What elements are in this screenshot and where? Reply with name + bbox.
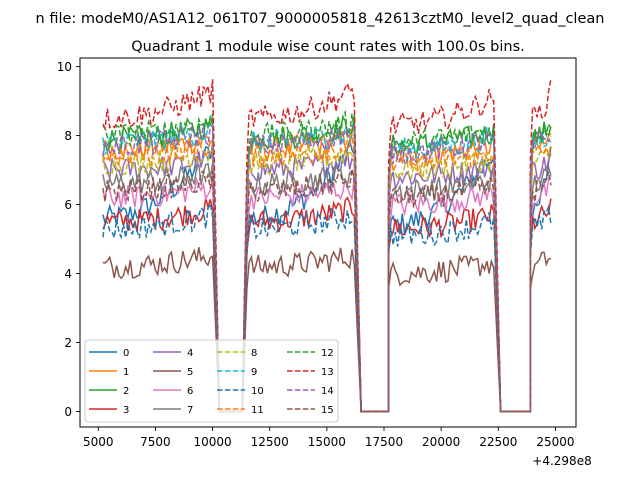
axes-frame — [79, 57, 577, 428]
x-tick-label: 25000 — [536, 435, 574, 449]
x-tick-label: 20000 — [422, 435, 460, 449]
y-axis: 0 2 4 6 8 10 — [57, 60, 80, 419]
x-tick-label: 17500 — [365, 435, 403, 449]
chart-title: Quadrant 1 module wise count rates with … — [131, 39, 525, 55]
plot-area — [102, 78, 552, 413]
y-tick-label: 4 — [64, 267, 72, 281]
x-tick-label: 22500 — [479, 435, 517, 449]
series-line-12 — [102, 109, 552, 413]
legend-label-10: 10 — [251, 386, 264, 397]
series-line-13 — [102, 78, 552, 413]
series-line-15 — [102, 168, 552, 413]
legend-label-13: 13 — [321, 367, 334, 378]
figure-suptitle: n file: modeM0/AS1A12_061T07_9000005818_… — [36, 11, 605, 27]
x-tick-label: 10000 — [193, 435, 231, 449]
y-tick-label: 6 — [64, 198, 72, 212]
series-line-9 — [102, 123, 552, 413]
x-tick-label: 5000 — [83, 435, 114, 449]
legend-label-15: 15 — [321, 405, 334, 416]
legend-label-11: 11 — [251, 405, 264, 416]
y-tick-label: 8 — [64, 129, 72, 143]
legend-label-4: 4 — [187, 348, 193, 359]
legend-label-5: 5 — [187, 367, 193, 378]
series-line-5 — [102, 247, 551, 413]
y-tick-label: 2 — [64, 336, 72, 350]
legend-label-1: 1 — [123, 367, 129, 378]
series-line-7 — [102, 162, 552, 413]
series-line-11 — [102, 133, 552, 413]
series-line-14 — [102, 123, 552, 413]
series-line-10 — [102, 201, 552, 413]
legend-label-9: 9 — [251, 367, 257, 378]
y-tick-label: 10 — [57, 60, 72, 74]
y-tick-label: 0 — [64, 405, 72, 419]
series-line-3 — [102, 196, 552, 413]
legend-label-7: 7 — [187, 405, 193, 416]
legend-label-3: 3 — [123, 405, 129, 416]
series-line-6 — [102, 175, 552, 413]
x-axis-offset-label: +4.298e8 — [532, 454, 591, 468]
x-tick-label: 12500 — [251, 435, 289, 449]
x-tick-label: 15000 — [308, 435, 346, 449]
x-tick-label: 7500 — [140, 435, 171, 449]
legend-label-14: 14 — [321, 386, 334, 397]
legend-label-2: 2 — [123, 386, 129, 397]
legend-label-12: 12 — [321, 348, 334, 359]
legend-label-6: 6 — [187, 386, 193, 397]
legend-label-8: 8 — [251, 348, 257, 359]
x-axis: 5000 7500 10000 12500 15000 17500 20000 22500 25… — [83, 427, 575, 449]
legend-box — [84, 339, 339, 423]
legend-label-0: 0 — [123, 348, 129, 359]
